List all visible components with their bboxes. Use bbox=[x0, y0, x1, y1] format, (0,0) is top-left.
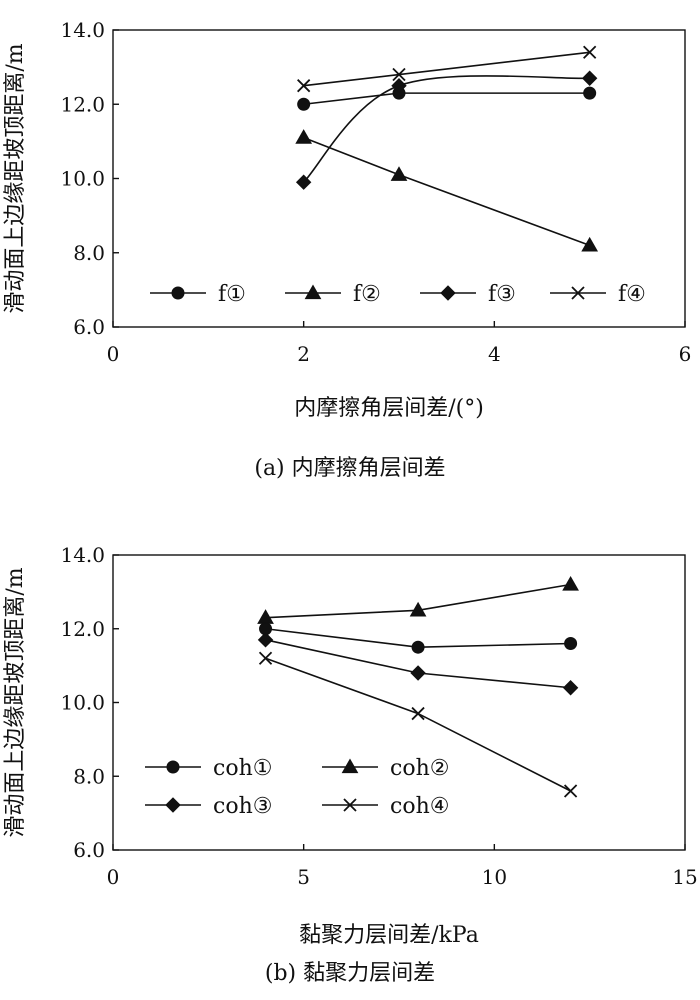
legend-label: f④ bbox=[618, 282, 646, 307]
legend-entry: f② bbox=[285, 282, 381, 307]
x-tick-label: 5 bbox=[297, 865, 310, 889]
data-point-diamond bbox=[410, 665, 426, 681]
series-line bbox=[303, 75, 590, 183]
y-tick-label: 12.0 bbox=[60, 92, 105, 116]
chart-1: 6.0 8.0 10.0 12.0 14.0 0 5 10 15 滑动面上边缘距坡顶距离/m 黏聚力… bbox=[3, 543, 698, 986]
data-point-cross bbox=[411, 706, 425, 721]
data-point-cross bbox=[583, 45, 597, 59]
x-tick-label: 2 bbox=[297, 342, 310, 366]
legend-marker-diamond bbox=[165, 797, 181, 813]
data-point-triangle bbox=[390, 166, 408, 181]
data-point-circle bbox=[411, 640, 425, 654]
legend-entry: f③ bbox=[420, 282, 516, 307]
data-point-triangle bbox=[295, 129, 313, 144]
legend-entry: coh③ bbox=[145, 794, 272, 819]
y-tick-label: 10.0 bbox=[60, 691, 105, 715]
data-point-diamond bbox=[257, 632, 274, 648]
data-point-triangle bbox=[562, 575, 579, 591]
legend-marker-diamond bbox=[440, 285, 456, 301]
data-point-diamond bbox=[391, 77, 407, 94]
data-point-circle bbox=[583, 86, 597, 100]
legend-marker-cross bbox=[571, 286, 585, 300]
data-point-triangle bbox=[257, 609, 274, 624]
legend-entry: coh① bbox=[145, 756, 272, 781]
legend-marker-triangle bbox=[304, 284, 322, 300]
series-3 bbox=[297, 45, 597, 93]
series-1 bbox=[295, 129, 599, 252]
legend-marker-triangle bbox=[341, 758, 359, 774]
legend-entry: coh④ bbox=[322, 794, 449, 819]
legend-marker-circle bbox=[166, 760, 180, 774]
series-2 bbox=[257, 632, 579, 696]
data-point-cross bbox=[392, 67, 406, 82]
legend-marker-circle bbox=[171, 286, 185, 300]
series-line bbox=[303, 92, 590, 106]
x-tick-label: 0 bbox=[107, 342, 120, 366]
series-0 bbox=[297, 86, 597, 111]
data-point-triangle bbox=[409, 601, 427, 617]
y-tick-label: 6.0 bbox=[73, 315, 105, 339]
x-tick-label: 0 bbox=[107, 865, 120, 889]
legend-label: coh③ bbox=[213, 794, 272, 819]
y-tick-label: 12.0 bbox=[60, 617, 105, 641]
series-2 bbox=[295, 70, 598, 190]
legend-label: coh④ bbox=[390, 794, 449, 819]
legend-label: coh② bbox=[390, 756, 449, 781]
x-axis-title: 内摩擦角层间差/(°) bbox=[294, 396, 484, 421]
y-tick-label: 10.0 bbox=[60, 167, 105, 191]
x-tick-label: 4 bbox=[488, 342, 501, 366]
data-point-triangle bbox=[581, 236, 599, 252]
y-tick-label: 6.0 bbox=[73, 838, 105, 862]
data-point-cross bbox=[563, 784, 578, 798]
legend-label: coh① bbox=[213, 756, 272, 781]
series-1 bbox=[257, 575, 579, 624]
x-tick-label: 15 bbox=[672, 865, 697, 889]
x-axis-title: 黏聚力层间差/kPa bbox=[299, 923, 479, 948]
x-tick-label: 10 bbox=[482, 865, 507, 889]
data-point-diamond bbox=[295, 174, 312, 190]
x-tick-label: 6 bbox=[679, 342, 692, 366]
legend-entry: f① bbox=[150, 282, 246, 307]
legend-entry: f④ bbox=[550, 282, 646, 307]
chart-caption: (a) 内摩擦角层间差 bbox=[254, 456, 445, 481]
y-tick-label: 14.0 bbox=[60, 543, 105, 567]
legend-entry: coh② bbox=[322, 756, 449, 781]
data-point-circle bbox=[564, 637, 578, 650]
series-line bbox=[303, 51, 590, 87]
chart-caption: (b) 黏聚力层间差 bbox=[265, 961, 435, 986]
legend-marker-cross bbox=[343, 798, 357, 812]
y-axis-title: 滑动面上边缘距坡顶距离/m bbox=[3, 567, 28, 837]
data-point-cross bbox=[258, 651, 273, 665]
data-point-diamond bbox=[562, 680, 579, 696]
data-point-diamond bbox=[581, 70, 598, 86]
y-tick-label: 8.0 bbox=[73, 764, 105, 788]
chart-0: 6.0 8.0 10.0 12.0 14.0 0 2 4 6 滑动面上边缘距坡顶距离/m 内摩擦角层… bbox=[3, 18, 691, 481]
series-3 bbox=[258, 651, 578, 798]
y-axis-title: 滑动面上边缘距坡顶距离/m bbox=[3, 43, 28, 313]
y-tick-label: 8.0 bbox=[73, 241, 105, 265]
y-tick-label: 14.0 bbox=[60, 18, 105, 42]
legend-label: f③ bbox=[488, 282, 516, 307]
data-point-cross bbox=[297, 79, 311, 93]
legend-label: f② bbox=[353, 282, 381, 307]
legend-label: f① bbox=[218, 282, 246, 307]
series-line bbox=[303, 136, 590, 247]
data-point-circle bbox=[297, 97, 311, 111]
